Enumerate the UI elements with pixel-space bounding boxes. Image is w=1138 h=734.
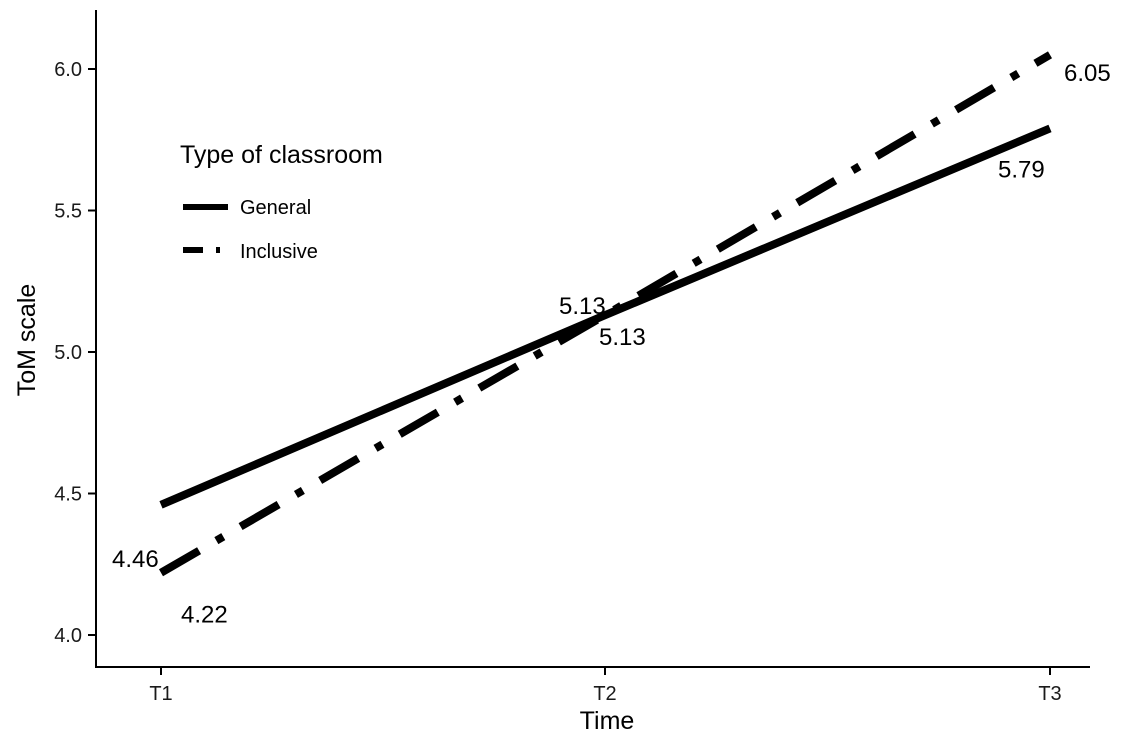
series-line-general	[159, 124, 1052, 509]
y-tick-label: 4.0	[54, 625, 82, 647]
series-lines	[158, 51, 1053, 577]
data-label-inclusive: 5.13	[559, 293, 606, 320]
legend-label-inclusive: Inclusive	[240, 241, 318, 263]
x-tick-label: T2	[593, 683, 616, 705]
x-axis-title: Time	[580, 707, 635, 734]
data-label-general: 5.79	[998, 156, 1045, 183]
data-label-inclusive: 4.22	[181, 602, 228, 629]
y-ticks: 4.0 4.5 5.0 5.5 6.0	[54, 59, 96, 647]
data-label-general: 4.46	[112, 546, 159, 573]
x-tick-label: T1	[149, 683, 172, 705]
series-line-inclusive	[158, 51, 1053, 577]
x-ticks: T1 T2 T3	[149, 667, 1062, 705]
legend-label-general: General	[240, 197, 311, 219]
y-tick-label: 5.5	[54, 201, 82, 223]
data-label-general: 5.13	[599, 324, 646, 351]
x-tick-label: T3	[1038, 683, 1061, 705]
data-labels: 4.46 5.13 5.79 4.22 5.13 6.05	[112, 60, 1111, 629]
y-tick-label: 4.5	[54, 484, 82, 506]
y-tick-label: 5.0	[54, 342, 82, 364]
y-tick-label: 6.0	[54, 59, 82, 81]
legend: Type of classroom General Inclusive	[180, 141, 383, 263]
legend-title: Type of classroom	[180, 141, 383, 169]
data-label-inclusive: 6.05	[1064, 60, 1111, 87]
y-axis-title: ToM scale	[13, 284, 41, 397]
